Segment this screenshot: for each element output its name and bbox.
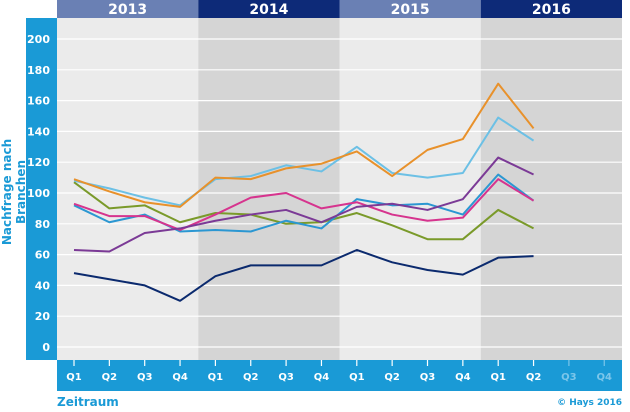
y-tick-label: 180 xyxy=(27,64,50,77)
series-line-purple xyxy=(73,156,534,253)
year-label-2015: 2015 xyxy=(391,2,430,18)
year-band-2013 xyxy=(57,18,199,360)
y-tick-label: 120 xyxy=(27,156,50,169)
y-axis-title: Nachfrage nach Branchen xyxy=(0,138,28,246)
y-axis-bar xyxy=(26,18,57,360)
year-header-2013 xyxy=(57,0,199,18)
x-tick-label: Q2 xyxy=(384,372,400,383)
x-tick-label: Q1 xyxy=(66,372,82,383)
y-tick-label: 60 xyxy=(35,249,51,262)
y-tick-label: 20 xyxy=(35,310,51,323)
x-tick-label: Q2 xyxy=(102,372,118,383)
x-tick-label: Q4 xyxy=(455,372,471,383)
copyright: © Hays 2016 xyxy=(557,398,622,408)
x-tick-label: Q4 xyxy=(172,372,188,383)
x-tick-label: Q2 xyxy=(526,372,542,383)
y-tick-label: 160 xyxy=(27,95,50,108)
x-tick-label: Q4 xyxy=(597,372,613,383)
year-header-2015 xyxy=(339,0,481,18)
series-line-green xyxy=(73,181,535,241)
year-header-2014 xyxy=(198,0,340,18)
y-tick-label: 40 xyxy=(35,279,51,292)
year-band-2015 xyxy=(339,18,481,360)
year-header-2016 xyxy=(480,0,622,18)
y-tick-label: 0 xyxy=(42,341,50,354)
year-label-2014: 2014 xyxy=(249,2,288,18)
y-tick-label: 100 xyxy=(27,187,50,200)
x-tick-label: Q1 xyxy=(490,372,506,383)
year-label-2016: 2016 xyxy=(532,2,571,18)
series-line-orange xyxy=(73,82,535,208)
year-label-2013: 2013 xyxy=(108,2,147,18)
x-tick-label: Q3 xyxy=(278,372,294,383)
x-axis-title: Zeitraum xyxy=(57,395,119,409)
x-axis-bar xyxy=(57,360,622,391)
series-line-magenta xyxy=(73,178,535,231)
year-band-2014 xyxy=(198,18,340,360)
series-line-light-blue xyxy=(73,116,535,207)
series-line-navy xyxy=(73,248,534,302)
x-tick-label: Q3 xyxy=(420,372,436,383)
y-tick-label: 80 xyxy=(35,218,51,231)
x-tick-label: Q3 xyxy=(561,372,577,383)
x-tick-label: Q1 xyxy=(349,372,365,383)
y-tick-label: 200 xyxy=(27,33,50,46)
year-band-2016 xyxy=(480,18,622,360)
y-tick-label: 140 xyxy=(27,125,50,138)
x-tick-label: Q2 xyxy=(243,372,259,383)
x-tick-label: Q3 xyxy=(137,372,153,383)
x-tick-label: Q4 xyxy=(314,372,330,383)
x-tick-label: Q1 xyxy=(208,372,224,383)
